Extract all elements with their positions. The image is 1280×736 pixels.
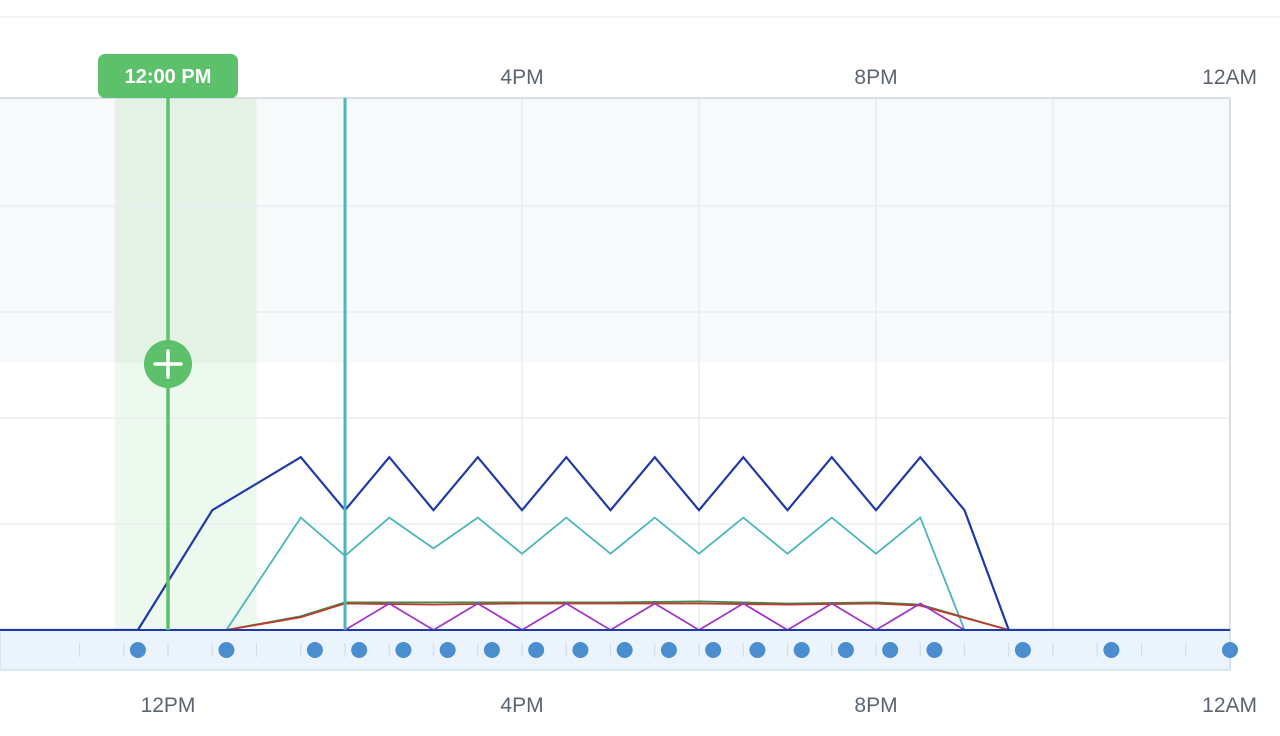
event-dot[interactable] [1103,642,1120,658]
event-dot[interactable] [1222,642,1238,658]
top-tick-label: 4PM [500,66,543,89]
bottom-tick-label: 12PM [141,694,196,717]
time-axis: 4PM 8PM 12AM 12PM 4PM 8PM 12AM [141,66,1257,717]
highlight-band-upper [114,98,257,363]
plot-background [0,98,1230,630]
highlight-band-lower [114,363,257,630]
event-strip-background [0,629,1231,671]
bottom-tick-label: 12AM [1202,694,1257,717]
series-line-3 [0,600,1230,631]
series-line-1 [0,455,1230,632]
event-dot[interactable] [218,642,235,658]
series-line-2 [0,516,1230,631]
top-tick-label: 8PM [854,66,897,89]
top-tick-label: 12AM [1202,66,1257,89]
cursor-overlay[interactable]: 12:00 PM [98,54,347,630]
series-lines [0,455,1230,632]
bottom-tick-label: 8PM [854,694,897,717]
event-dot[interactable] [439,642,456,658]
event-dot[interactable] [616,642,633,658]
series-line-5 [0,602,1230,632]
event-dot[interactable] [306,642,323,658]
event-dot[interactable] [572,642,589,658]
event-dot[interactable] [793,642,810,658]
event-dot[interactable] [395,642,412,658]
event-dot[interactable] [660,642,677,658]
event-dot[interactable] [351,642,368,658]
event-dot[interactable] [926,642,943,658]
event-dot[interactable] [129,642,146,658]
bottom-tick-label: 4PM [500,694,543,717]
event-dot[interactable] [483,642,500,658]
cursor-label-box[interactable] [98,54,238,98]
event-dot[interactable] [749,642,766,658]
event-dot[interactable] [882,642,899,658]
event-dot[interactable] [705,642,722,658]
event-strip[interactable] [0,629,1238,671]
plus-icon [153,349,183,379]
event-dot[interactable] [528,642,545,658]
event-dot[interactable] [1014,642,1031,658]
cursor-time-label: 12:00 PM [125,66,212,88]
event-dot[interactable] [837,642,854,658]
series-line-4 [0,602,1230,631]
